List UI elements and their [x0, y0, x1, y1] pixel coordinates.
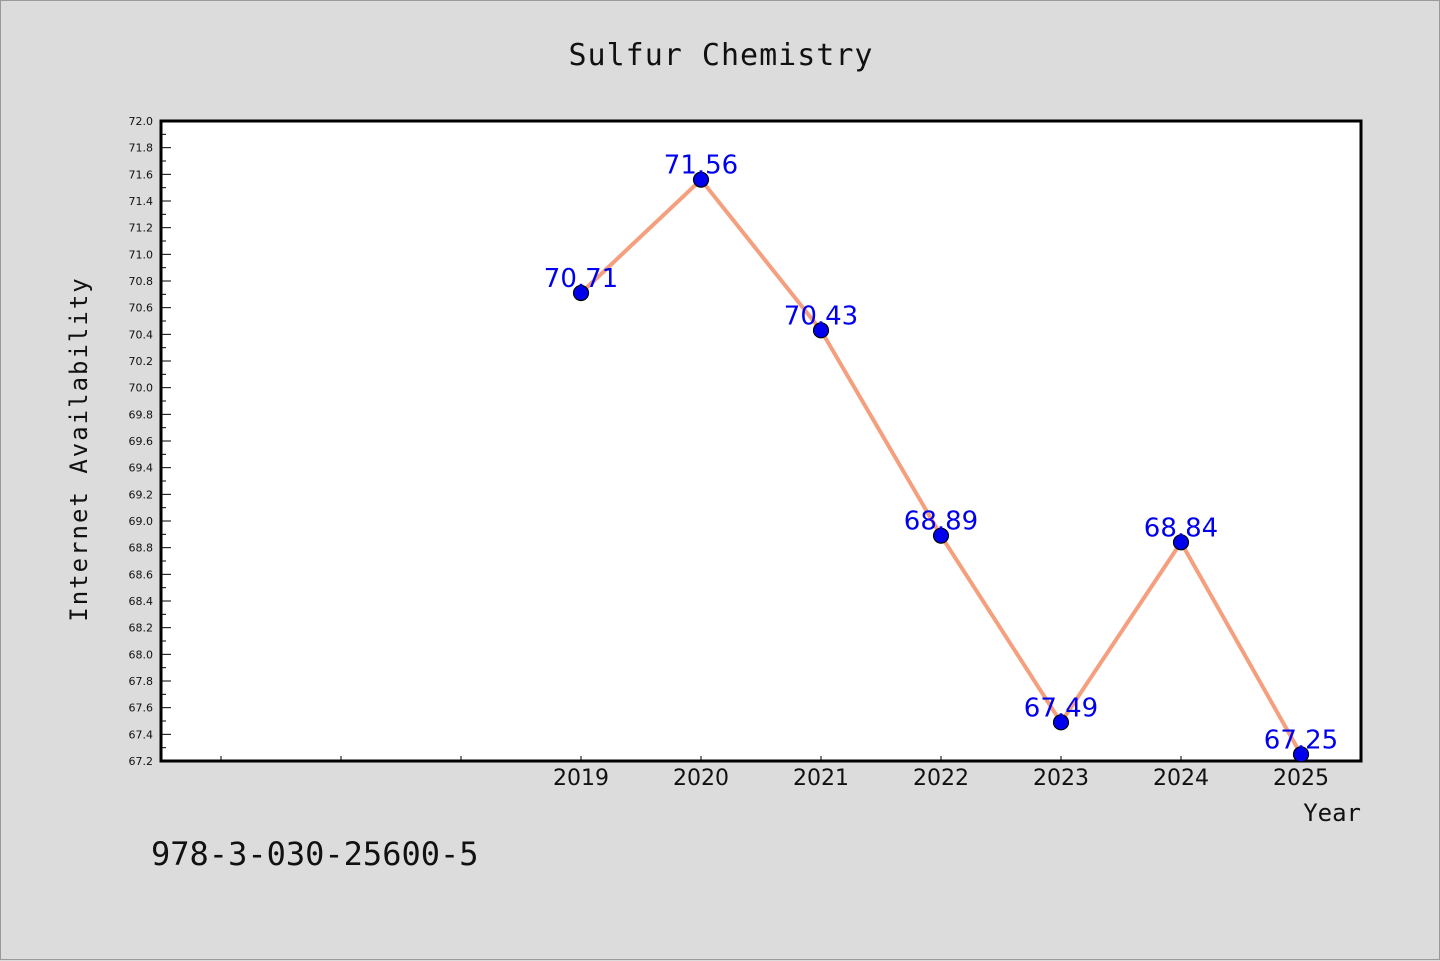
data-label: 67.25	[1264, 725, 1338, 755]
y-tick-label: 69.0	[129, 515, 154, 528]
y-tick-label: 68.0	[129, 648, 154, 661]
x-tick-label: 2025	[1273, 766, 1329, 791]
marker-group	[572, 171, 1310, 763]
data-point	[812, 322, 830, 339]
y-axis-ticks: 67.2 67.4 67.6 67.8 68.0 68.2 68.4 68.6 68.8 69.0…	[129, 115, 171, 768]
x-tick-label: 2023	[1033, 766, 1089, 791]
y-axis-label: Internet Availability	[65, 276, 93, 621]
data-label: 70.43	[784, 301, 858, 331]
y-tick-label: 68.8	[129, 542, 154, 555]
data-label: 67.49	[1024, 693, 1098, 723]
x-tick-label: 2020	[673, 766, 729, 791]
y-tick-label: 68.6	[129, 568, 154, 581]
data-point	[692, 171, 710, 188]
y-tick-label: 70.2	[129, 355, 154, 368]
y-tick-label: 71.0	[129, 248, 154, 261]
data-label: 68.89	[904, 507, 978, 537]
data-point	[1052, 714, 1070, 731]
y-tick-label: 71.2	[129, 222, 154, 235]
y-tick-label: 67.8	[129, 675, 154, 688]
y-tick-label: 69.4	[129, 462, 154, 475]
y-tick-label: 67.6	[129, 702, 154, 715]
data-point	[1292, 746, 1310, 763]
data-point	[572, 284, 590, 302]
x-axis-ticks: 2019 2020 2021 2022 2023 2024 2025	[220, 756, 1329, 791]
y-tick-label: 69.6	[129, 435, 154, 448]
isbn-text: 978-3-030-25600-5	[151, 835, 479, 873]
y-tick-label: 70.6	[129, 302, 154, 315]
data-point	[932, 527, 950, 544]
x-tick-label: 2022	[913, 766, 969, 791]
data-label: 68.84	[1144, 513, 1218, 543]
x-axis-label: Year	[1303, 799, 1361, 827]
x-tick-label: 2019	[553, 766, 609, 791]
y-tick-label: 67.4	[129, 728, 154, 741]
data-label: 71.56	[664, 151, 738, 181]
y-tick-label: 68.2	[129, 622, 154, 635]
plot-area	[159, 119, 1363, 763]
y-tick-label: 71.8	[129, 142, 154, 155]
y-tick-label: 70.4	[129, 328, 154, 341]
y-tick-label: 71.6	[129, 168, 154, 181]
x-tick-label: 2021	[793, 766, 849, 791]
y-tick-label: 69.8	[129, 408, 154, 421]
y-tick-label: 67.2	[129, 755, 154, 768]
x-tick-label: 2024	[1153, 766, 1209, 791]
data-point	[1172, 534, 1190, 551]
data-label: 70.71	[544, 264, 618, 294]
y-tick-label: 71.4	[129, 195, 154, 208]
y-tick-label: 70.0	[129, 382, 154, 395]
chart-title: Sulfur Chemistry	[569, 38, 874, 73]
y-tick-label: 72.0	[129, 115, 154, 128]
y-tick-label: 69.2	[129, 488, 154, 501]
y-tick-label: 70.8	[129, 275, 154, 288]
data-label-group: 70.71 71.56 70.43 68.89 67.49 68.84 67.25	[544, 151, 1338, 756]
y-tick-label: 68.4	[129, 595, 154, 608]
